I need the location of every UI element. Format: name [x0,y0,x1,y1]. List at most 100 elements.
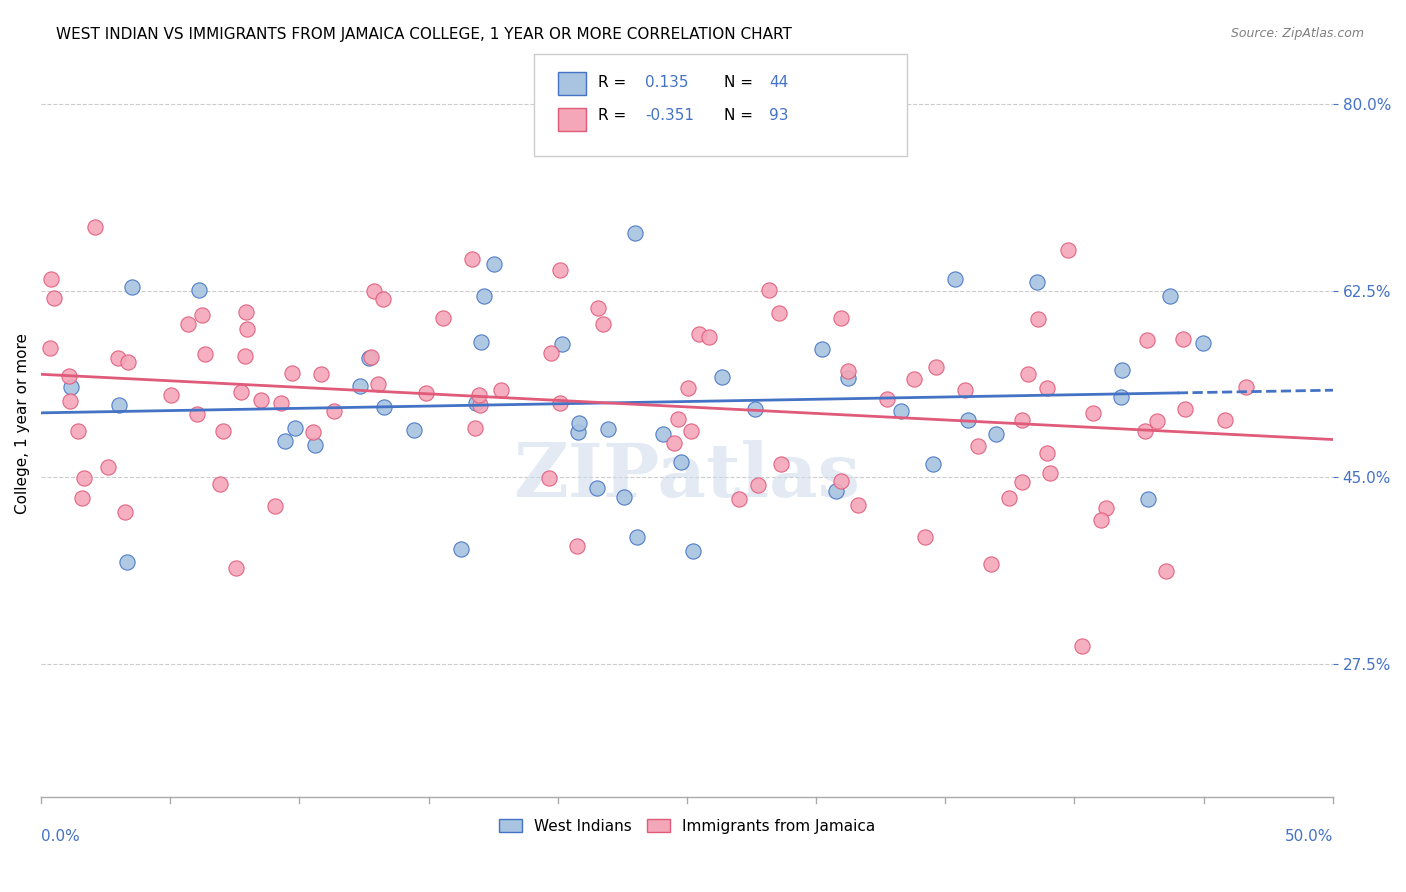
Point [758,283,780,297]
Point [830,474,852,488]
Point [747,478,769,492]
Point [263,499,285,513]
Point [662,435,685,450]
Text: 93: 93 [769,109,789,123]
Y-axis label: College, 1 year or more: College, 1 year or more [15,334,30,515]
Point [1159,289,1181,303]
Point [1213,413,1236,427]
Point [1026,312,1049,326]
Point [586,301,609,316]
Point [59,393,82,408]
Point [676,380,699,394]
Point [1011,475,1033,490]
Point [225,561,247,575]
Text: R =: R = [598,109,631,123]
Point [1133,425,1156,439]
Point [38,341,60,355]
Point [943,272,966,286]
Point [846,498,869,512]
Point [1111,390,1133,404]
Point [1056,244,1078,258]
Point [193,347,215,361]
Text: R =: R = [598,75,631,89]
Point [921,457,943,471]
Point [404,423,426,437]
Point [70,491,93,505]
Point [567,539,589,553]
Point [309,368,332,382]
Point [229,384,252,399]
Point [669,455,692,469]
Point [160,387,183,401]
Point [837,371,859,385]
Point [1136,333,1159,347]
Point [626,530,648,544]
Point [682,543,704,558]
Point [537,471,560,485]
Point [890,403,912,417]
Point [551,336,574,351]
Point [1081,406,1104,420]
Point [1146,414,1168,428]
Point [1136,491,1159,506]
Point [811,343,834,357]
Point [59,379,82,393]
Text: N =: N = [724,75,758,89]
Point [371,292,394,306]
Point [728,491,751,506]
Point [415,385,437,400]
Point [652,427,675,442]
Point [666,411,689,425]
Point [468,387,491,401]
Point [567,425,589,439]
Point [186,407,208,421]
Text: 50.0%: 50.0% [1285,829,1333,844]
Point [768,305,790,319]
Point [97,459,120,474]
Point [953,384,976,398]
Point [980,557,1002,571]
Point [284,420,307,434]
Point [1039,466,1062,480]
Point [359,351,381,366]
Point [1154,565,1177,579]
Point [176,317,198,331]
Point [986,427,1008,442]
Point [688,327,710,342]
Point [903,372,925,386]
Point [1174,402,1197,417]
Point [1090,513,1112,527]
Point [876,392,898,406]
Point [117,354,139,368]
Point [304,438,326,452]
Point [624,226,647,240]
Legend: West Indians, Immigrants from Jamaica: West Indians, Immigrants from Jamaica [491,811,883,841]
Point [697,330,720,344]
Point [830,310,852,325]
Point [235,349,257,363]
Point [997,491,1019,505]
Point [482,257,505,271]
Point [188,283,211,297]
Point [1036,445,1059,459]
Point [121,280,143,294]
Text: WEST INDIAN VS IMMIGRANTS FROM JAMAICA COLLEGE, 1 YEAR OR MORE CORRELATION CHART: WEST INDIAN VS IMMIGRANTS FROM JAMAICA C… [56,27,792,42]
Point [323,404,346,418]
Point [568,416,591,430]
Point [250,392,273,407]
Point [1011,413,1033,427]
Point [460,252,482,266]
Point [744,402,766,417]
Point [1173,332,1195,346]
Text: 44: 44 [769,75,789,89]
Point [1094,500,1116,515]
Point [540,346,562,360]
Text: Source: ZipAtlas.com: Source: ZipAtlas.com [1230,27,1364,40]
Point [548,263,571,277]
Point [208,476,231,491]
Point [470,398,492,412]
Point [450,541,472,556]
Point [1035,381,1057,395]
Point [42,291,65,305]
Text: 0.135: 0.135 [645,75,689,89]
